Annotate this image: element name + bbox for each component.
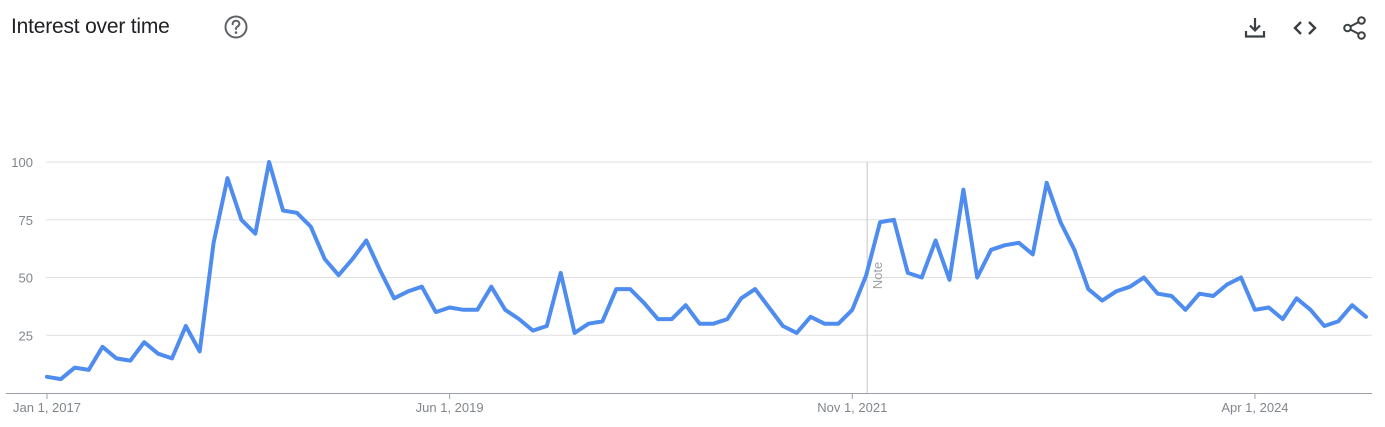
code-icon	[1293, 21, 1317, 35]
x-tick-label-3: Apr 1, 2024	[1221, 400, 1288, 415]
embed-button[interactable]	[1291, 14, 1319, 42]
download-icon	[1244, 18, 1266, 38]
share-icon	[1343, 16, 1366, 40]
chart-header: Interest over time	[0, 0, 1385, 60]
chart-title: Interest over time	[11, 15, 170, 38]
y-axis-labels: 25 50 75 100	[11, 155, 33, 343]
note-label: Note	[870, 262, 885, 289]
y-tick-label-25: 25	[19, 328, 33, 343]
x-tick-label-1: Jun 1, 2019	[416, 400, 484, 415]
share-button[interactable]	[1341, 14, 1369, 42]
help-circle-icon[interactable]	[223, 14, 249, 40]
y-tick-label-100: 100	[11, 155, 33, 170]
y-tick-label-50: 50	[19, 271, 33, 286]
note-annotation[interactable]: Note	[866, 162, 885, 393]
y-tick-label-75: 75	[19, 213, 33, 228]
x-tick-label-0: Jan 1, 2017	[13, 400, 81, 415]
x-tick-label-2: Nov 1, 2021	[817, 400, 887, 415]
series-line	[45, 160, 1368, 382]
x-axis: Jan 1, 2017 Jun 1, 2019 Nov 1, 2021 Apr 1, …	[6, 393, 1372, 415]
series-lines	[45, 160, 1368, 382]
download-button[interactable]	[1241, 14, 1269, 42]
gridlines	[46, 161, 1372, 336]
